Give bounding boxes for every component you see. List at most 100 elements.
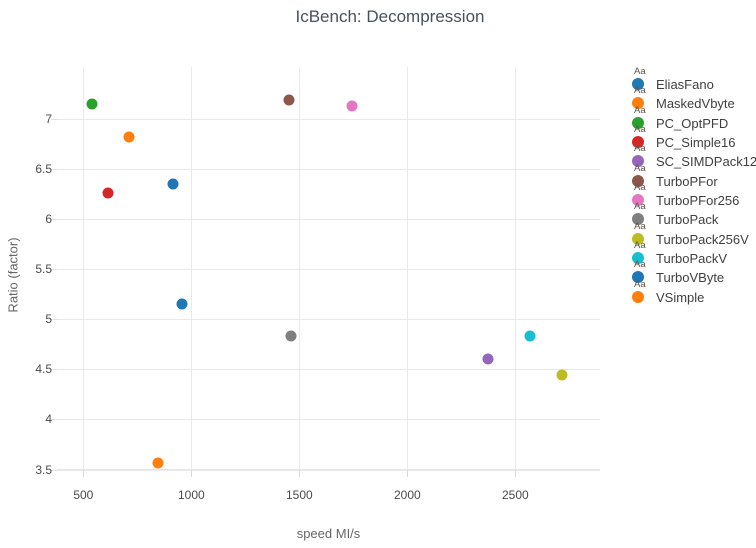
legend-label-VSimple: VSimple xyxy=(656,289,705,305)
y-tick-label-5: 5 xyxy=(45,312,52,327)
legend-item-EliasFano[interactable]: Aa EliasFano xyxy=(630,66,756,91)
legend-marker-TurboPack256V xyxy=(632,232,644,245)
legend-text-glyph: Aa xyxy=(634,123,646,135)
legend-item-TurboPack[interactable]: Aa TurboPack xyxy=(630,201,756,226)
x-axis-line xyxy=(57,469,600,470)
y-tick-label-4.5: 4.5 xyxy=(35,362,52,377)
legend-marker-VSimple xyxy=(632,290,644,303)
legend-item-TurboPFor[interactable]: Aa TurboPFor xyxy=(630,162,756,188)
data-point-MaskedVbyte[interactable] xyxy=(123,131,135,143)
legend-marker-TurboPack xyxy=(632,213,644,226)
gridline-x-1000 xyxy=(191,67,193,470)
y-tick-5 xyxy=(51,319,57,321)
gridline-y-6 xyxy=(57,218,600,220)
legend-item-TurboVByte[interactable]: Aa TurboVByte xyxy=(630,259,756,284)
x-tick-2500 xyxy=(515,470,517,477)
legend-item-MaskedVbyte[interactable]: Aa MaskedVbyte xyxy=(630,85,756,110)
y-tick-label-6.5: 6.5 xyxy=(35,161,52,176)
gridline-y-5 xyxy=(57,319,600,321)
plot-area xyxy=(57,67,600,471)
legend-text-glyph: Aa xyxy=(634,201,646,213)
chart-title: IcBench: Decompression xyxy=(295,7,485,26)
legend-label-TurboPack256V: TurboPack256V xyxy=(656,231,749,247)
legend-item-TurboPack256V[interactable]: Aa TurboPack256V xyxy=(630,220,756,246)
legend-text-glyph: Aa xyxy=(634,259,646,271)
gridline-x-2000 xyxy=(407,67,409,470)
gridline-y-7 xyxy=(57,118,600,120)
legend-text-glyph: Aa xyxy=(634,104,646,116)
x-tick-label-1000: 1000 xyxy=(177,488,205,502)
y-tick-5.5 xyxy=(51,269,57,271)
legend-text-glyph: Aa xyxy=(634,143,646,155)
legend-marker-TurboPackV xyxy=(632,251,644,264)
gridline-y-4.5 xyxy=(57,369,600,371)
legend-text-glyph: Aa xyxy=(634,85,646,97)
data-point-TurboVByte[interactable] xyxy=(176,298,188,310)
data-point-TurboPFor[interactable] xyxy=(283,94,295,106)
data-point-PC_Simple16[interactable] xyxy=(102,187,114,199)
gridline-x-1500 xyxy=(299,67,301,470)
legend-item-TurboPackV[interactable]: Aa TurboPackV xyxy=(630,239,756,265)
legend-text-glyph: Aa xyxy=(634,181,646,193)
legend-text-glyph: Aa xyxy=(634,220,646,232)
legend-label-TurboPFor256: TurboPFor256 xyxy=(656,192,740,208)
y-tick-4.5 xyxy=(51,369,57,371)
data-point-TurboPackV[interactable] xyxy=(524,330,536,342)
legend-label-TurboPackV: TurboPackV xyxy=(656,250,728,266)
data-point-VSimple[interactable] xyxy=(152,457,164,469)
x-tick-label-1500: 1500 xyxy=(285,488,313,502)
data-point-TurboPack[interactable] xyxy=(285,330,297,342)
data-point-PC_OptPFD[interactable] xyxy=(86,98,98,110)
legend-text-glyph: Aa xyxy=(634,278,646,290)
y-tick-label-7: 7 xyxy=(45,111,52,126)
legend-text-glyph: Aa xyxy=(634,239,646,251)
legend-item-TurboPFor256[interactable]: Aa TurboPFor256 xyxy=(630,181,756,207)
gridline-x-2500 xyxy=(515,67,517,470)
y-tick-label-3.5: 3.5 xyxy=(35,462,52,477)
legend-label-MaskedVbyte: MaskedVbyte xyxy=(656,96,735,112)
y-tick-label-5.5: 5.5 xyxy=(35,262,52,277)
legend-label-TurboVByte: TurboVByte xyxy=(656,270,725,286)
legend-marker-PC_OptPFD xyxy=(632,116,644,129)
legend-marker-SC_SIMDPack128 xyxy=(632,155,644,168)
legend-marker-TurboPFor256 xyxy=(632,193,644,206)
legend-marker-MaskedVbyte xyxy=(632,97,644,110)
x-tick-2000 xyxy=(407,470,409,477)
legend-marker-PC_Simple16 xyxy=(632,135,644,148)
gridline-y-3.5 xyxy=(57,469,600,471)
x-tick-label-500: 500 xyxy=(73,488,94,502)
legend-text-glyph: Aa xyxy=(634,162,646,174)
x-tick-500 xyxy=(83,470,85,477)
legend-item-PC_Simple16[interactable]: Aa PC_Simple16 xyxy=(630,123,756,149)
y-tick-label-6: 6 xyxy=(45,211,52,226)
legend-label-PC_Simple16: PC_Simple16 xyxy=(656,134,736,150)
legend-label-PC_OptPFD: PC_OptPFD xyxy=(656,115,729,131)
y-tick-7 xyxy=(51,118,57,120)
legend-item-SC_SIMDPack128[interactable]: Aa SC_SIMDPack128 xyxy=(630,143,756,168)
legend-marker-EliasFano xyxy=(632,78,644,90)
y-tick-6.5 xyxy=(51,168,57,170)
y-tick-6 xyxy=(51,218,57,220)
gridline-y-5.5 xyxy=(57,269,600,271)
legend-marker-TurboVByte xyxy=(632,271,644,284)
legend-text-glyph: Aa xyxy=(634,66,646,77)
x-tick-1500 xyxy=(299,470,301,477)
x-axis-title: speed MI/s xyxy=(296,526,361,541)
legend-label-EliasFano: EliasFano xyxy=(656,77,714,92)
x-tick-1000 xyxy=(191,470,193,477)
gridline-y-6.5 xyxy=(57,168,600,170)
y-tick-3.5 xyxy=(51,469,57,471)
data-point-SC_SIMDPack128[interactable] xyxy=(482,353,494,365)
y-tick-4 xyxy=(51,419,57,421)
legend-item-VSimple[interactable]: Aa VSimple xyxy=(630,278,756,304)
legend-label-TurboPack: TurboPack xyxy=(656,212,719,228)
data-point-TurboPack256V[interactable] xyxy=(556,369,568,381)
gridline-x-500 xyxy=(83,67,85,470)
data-point-TurboPFor256[interactable] xyxy=(346,100,358,112)
legend-item-PC_OptPFD[interactable]: Aa PC_OptPFD xyxy=(630,104,756,130)
legend-label-SC_SIMDPack128: SC_SIMDPack128 xyxy=(656,154,756,170)
x-tick-label-2500: 2500 xyxy=(501,488,529,502)
gridline-y-4 xyxy=(57,419,600,421)
data-point-EliasFano[interactable] xyxy=(167,178,179,190)
